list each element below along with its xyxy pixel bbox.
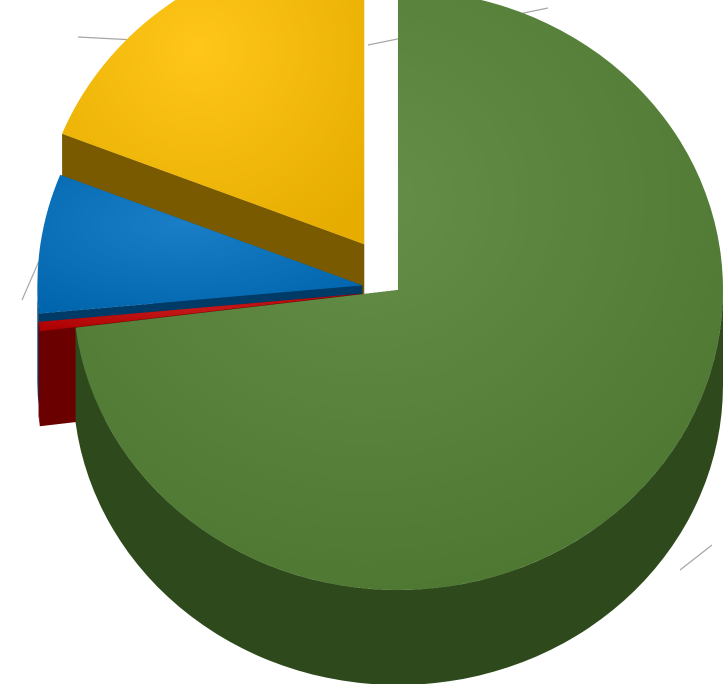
slice-outer-wall xyxy=(37,285,39,409)
pie-slice-shading xyxy=(75,0,723,590)
pie-slice-shading xyxy=(37,174,363,314)
slice-outer-wall xyxy=(75,290,723,684)
pie-slice-shading xyxy=(38,293,363,332)
leader-line xyxy=(679,544,713,571)
pie-slice-shading xyxy=(62,0,365,245)
slice-outer-wall xyxy=(38,321,40,427)
slice-tops xyxy=(37,0,723,590)
